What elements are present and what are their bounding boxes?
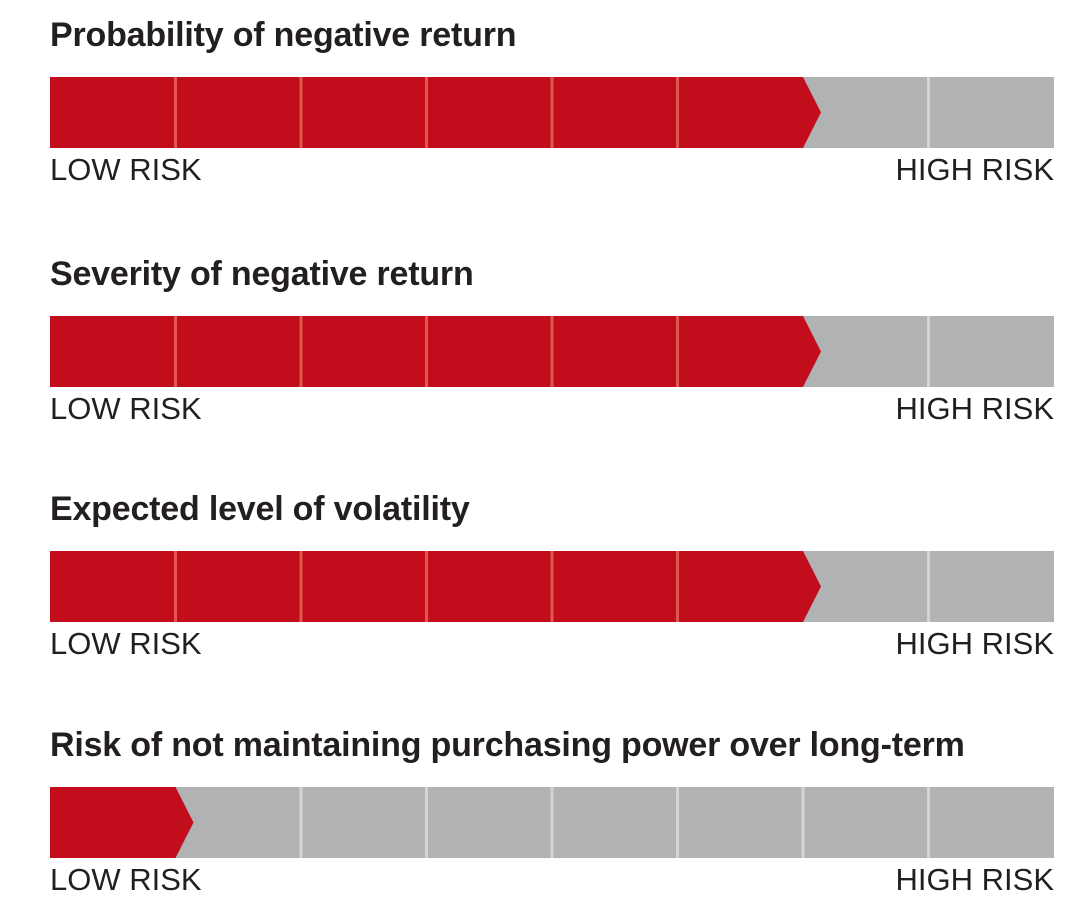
segment-divider [676,77,679,148]
segment-divider [550,316,554,387]
low-risk-label: LOW RISK [50,862,202,897]
low-risk-label: LOW RISK [50,152,202,187]
high-risk-label: HIGH RISK [895,152,1054,187]
meter-title: Probability of negative return [50,16,517,54]
segment-divider [174,551,177,622]
segment-divider [299,787,303,858]
segment-divider [425,77,428,148]
risk-level-fill [50,316,821,387]
segment-divider [550,77,554,148]
risk-bar [50,787,1054,858]
low-risk-label: LOW RISK [50,626,202,661]
high-risk-label: HIGH RISK [895,391,1054,426]
segment-divider [676,316,679,387]
risk-bar [50,551,1054,622]
segment-divider [299,77,303,148]
segment-divider [174,316,177,387]
risk-bar [50,77,1054,148]
segment-divider [676,551,679,622]
segment-divider [801,787,805,858]
segment-divider [425,551,428,622]
segment-divider [927,551,930,622]
low-risk-label: LOW RISK [50,391,202,426]
risk-level-fill [50,787,194,858]
risk-bar [50,316,1054,387]
segment-divider [676,787,679,858]
segment-divider [927,77,930,148]
meter-title: Severity of negative return [50,255,474,293]
high-risk-label: HIGH RISK [895,862,1054,897]
segment-divider [425,316,428,387]
segment-divider [927,787,930,858]
segment-divider [174,77,177,148]
meter-title: Expected level of volatility [50,490,470,528]
segment-divider [550,551,554,622]
segment-divider [927,316,930,387]
segment-divider [425,787,428,858]
risk-level-fill [50,77,821,148]
high-risk-label: HIGH RISK [895,626,1054,661]
segment-divider [299,316,303,387]
segment-divider [550,787,554,858]
segment-divider [299,551,303,622]
risk-level-fill [50,551,821,622]
meter-title: Risk of not maintaining purchasing power… [50,726,965,764]
